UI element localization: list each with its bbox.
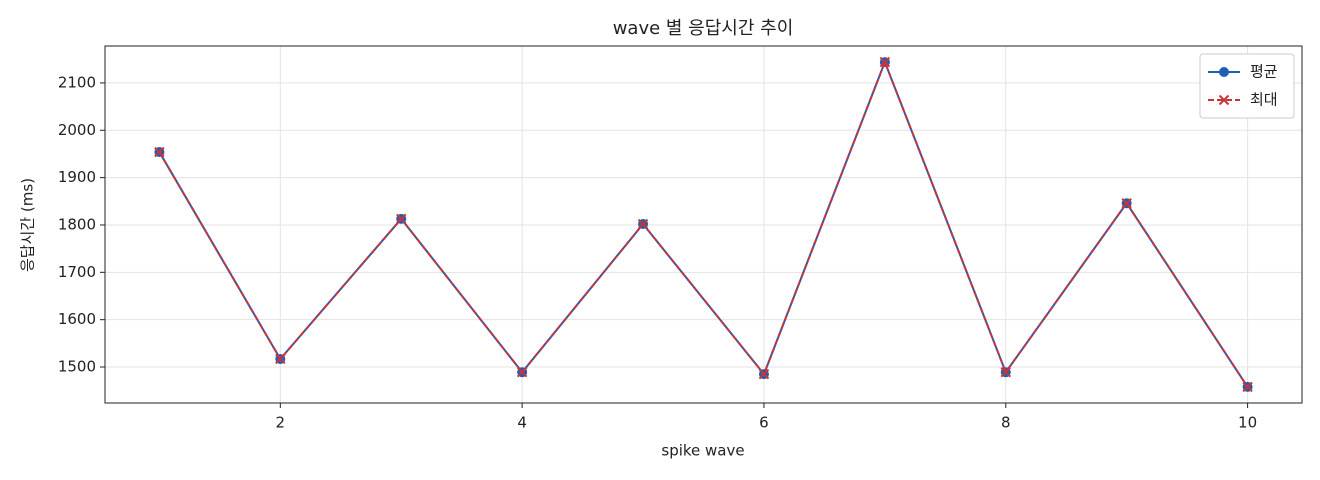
point bbox=[1000, 367, 1011, 378]
point bbox=[516, 367, 528, 378]
plot-frame bbox=[104, 45, 1303, 404]
point bbox=[1242, 381, 1253, 393]
y-tick-label: 2000 bbox=[58, 121, 96, 139]
point bbox=[1121, 197, 1132, 209]
y-tick-label: 1500 bbox=[58, 358, 96, 376]
legend-label: 평균 bbox=[1250, 63, 1278, 81]
y-tick-label: 2100 bbox=[58, 73, 96, 91]
series-line bbox=[158, 59, 1249, 388]
legend-marker bbox=[1218, 94, 1230, 106]
point bbox=[275, 353, 286, 365]
point bbox=[879, 56, 891, 68]
chart-title: wave 별 응답시간 추이 bbox=[613, 18, 794, 39]
y-tick-label: 1600 bbox=[58, 310, 96, 328]
point bbox=[758, 368, 770, 380]
x-tick-label: 8 bbox=[1001, 414, 1011, 432]
point bbox=[396, 213, 407, 225]
y-tick-label: 1800 bbox=[58, 215, 96, 233]
legend-label: 최대 bbox=[1250, 91, 1278, 109]
x-tick-label: 10 bbox=[1238, 414, 1257, 432]
x-tick-label: 4 bbox=[517, 414, 527, 432]
legend-box bbox=[1199, 53, 1295, 119]
x-tick-label: 2 bbox=[276, 414, 286, 432]
y-tick-label: 1700 bbox=[58, 263, 96, 281]
legend-marker bbox=[1219, 67, 1229, 77]
x-tick-label: 6 bbox=[759, 414, 769, 432]
x-axis-label: spike wave bbox=[661, 442, 744, 460]
y-tick-label: 1900 bbox=[58, 168, 96, 186]
point bbox=[637, 218, 649, 230]
point bbox=[154, 146, 165, 158]
y-axis-label: 응답시간 (ms) bbox=[19, 178, 37, 272]
